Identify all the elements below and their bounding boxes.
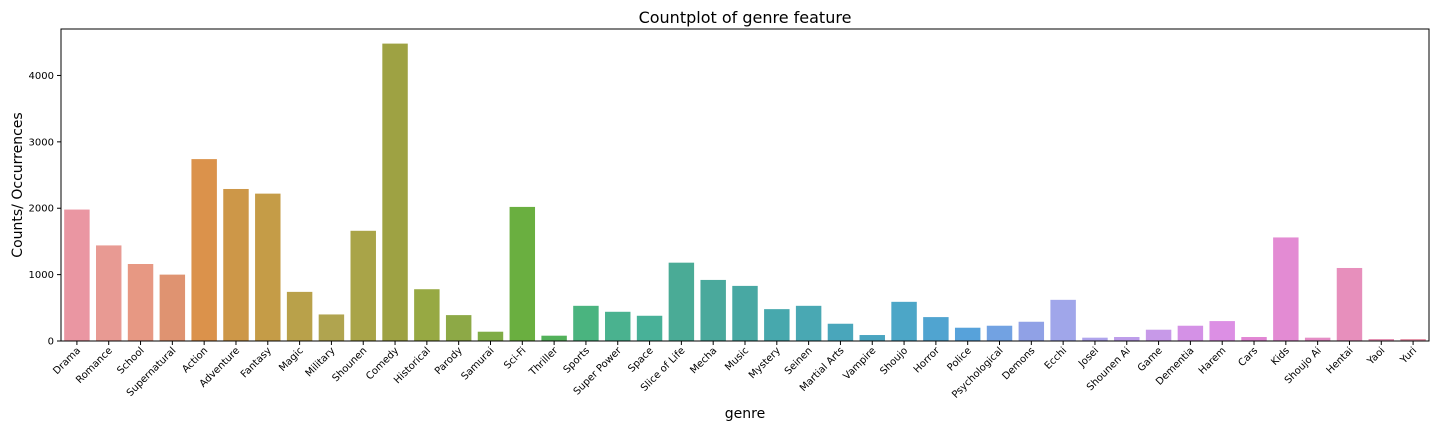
- x-tick-label: Action: [180, 345, 210, 375]
- x-axis-title: genre: [725, 406, 765, 422]
- x-tick-label: Music: [723, 345, 751, 373]
- x-tick-label: Samurai: [459, 345, 496, 382]
- x-tick-label: Yuri: [1398, 345, 1419, 366]
- x-tick-label: Demons: [1000, 345, 1037, 382]
- bar-adventure: [223, 188, 249, 341]
- bar-josei: [1082, 337, 1108, 341]
- bar-romance: [96, 245, 122, 341]
- x-tick-label: Harem: [1197, 345, 1228, 376]
- bar-ecchi: [1050, 299, 1076, 341]
- bar-cars: [1241, 337, 1267, 341]
- bar-thriller: [541, 335, 567, 341]
- bar-demons: [1018, 321, 1045, 341]
- bar-vampire: [859, 335, 885, 341]
- plot-frame: [60, 28, 1430, 342]
- bar-military: [318, 314, 345, 341]
- bar-supernatural: [159, 274, 186, 341]
- x-tick-label: Josei: [1076, 345, 1101, 370]
- bar-space: [636, 315, 663, 341]
- bar-shoujo: [891, 301, 917, 341]
- bar-fantasy: [255, 193, 281, 341]
- bars-group: [64, 43, 1426, 341]
- bar-samurai: [477, 331, 504, 341]
- bar-school: [127, 264, 154, 341]
- bar-shoujo-ai: [1304, 337, 1331, 341]
- x-tick-label: Vampire: [842, 345, 879, 382]
- x-tick-label: Shounen: [330, 345, 369, 384]
- x-tick-label: Shoujo: [878, 345, 910, 377]
- x-tick-label: Sci-Fi: [502, 345, 528, 371]
- x-tick-label: Police: [946, 345, 974, 373]
- x-tick-label: Game: [1136, 345, 1165, 374]
- x-tick-label: Fantasy: [239, 345, 274, 380]
- x-tick-label: Kids: [1269, 345, 1292, 368]
- x-tick-label: Parody: [433, 345, 465, 377]
- bar-drama: [64, 209, 90, 341]
- bar-sports: [573, 305, 599, 341]
- bar-yuri: [1400, 339, 1426, 341]
- bar-hentai: [1336, 267, 1363, 341]
- x-tick-label: Thriller: [527, 345, 561, 379]
- bar-mecha: [700, 279, 726, 341]
- bar-harem: [1209, 321, 1235, 341]
- bar-action: [191, 159, 217, 341]
- bar-music: [732, 285, 758, 341]
- x-tick-label: Hentai: [1325, 345, 1356, 376]
- x-tick-label: Mecha: [688, 345, 719, 376]
- bar-police: [954, 327, 981, 341]
- x-tick-label: Space: [626, 345, 655, 374]
- bar-shounen-ai: [1114, 337, 1140, 341]
- bar-historical: [414, 289, 440, 341]
- y-tick-label: 1000: [29, 270, 54, 281]
- bar-shounen: [350, 230, 376, 341]
- y-tick-label: 4000: [29, 71, 54, 82]
- bar-parody: [445, 315, 472, 341]
- bar-game: [1145, 329, 1172, 341]
- x-tick-label: Cars: [1237, 345, 1261, 369]
- y-tick-label: 0: [48, 337, 54, 348]
- x-tick-label: Mystery: [747, 345, 783, 381]
- x-tick-label: Horror: [912, 345, 943, 376]
- x-tick-label: Magic: [277, 345, 306, 374]
- bar-horror: [923, 317, 949, 341]
- x-tick-label: Sports: [562, 345, 592, 375]
- bar-comedy: [382, 43, 408, 341]
- bar-yaoi: [1368, 339, 1394, 341]
- bar-dementia: [1177, 325, 1204, 341]
- bar-seinen: [795, 305, 822, 341]
- y-tick-label: 3000: [29, 137, 54, 148]
- bar-kids: [1273, 237, 1299, 341]
- bar-psychological: [986, 325, 1013, 341]
- y-axis-title: Counts/ Occurrences: [10, 112, 26, 257]
- bar-super-power: [605, 311, 631, 341]
- y-tick-label: 2000: [29, 204, 54, 215]
- x-tick-label: Yaoi: [1365, 345, 1387, 367]
- bar-slice-of-life: [668, 262, 695, 341]
- x-tick-label: Drama: [51, 345, 83, 377]
- y-axis: 0 1000 2000 3000 4000: [29, 71, 61, 348]
- bar-mystery: [764, 309, 790, 341]
- x-tick-label: Seinen: [783, 345, 815, 377]
- bar-magic: [286, 291, 313, 341]
- bar-martial-arts: [827, 323, 854, 341]
- chart-title: Countplot of genre feature: [639, 8, 852, 27]
- x-tick-label: School: [115, 345, 146, 376]
- x-tick-label: Ecchi: [1043, 345, 1069, 371]
- bar-sci-fi: [509, 206, 536, 341]
